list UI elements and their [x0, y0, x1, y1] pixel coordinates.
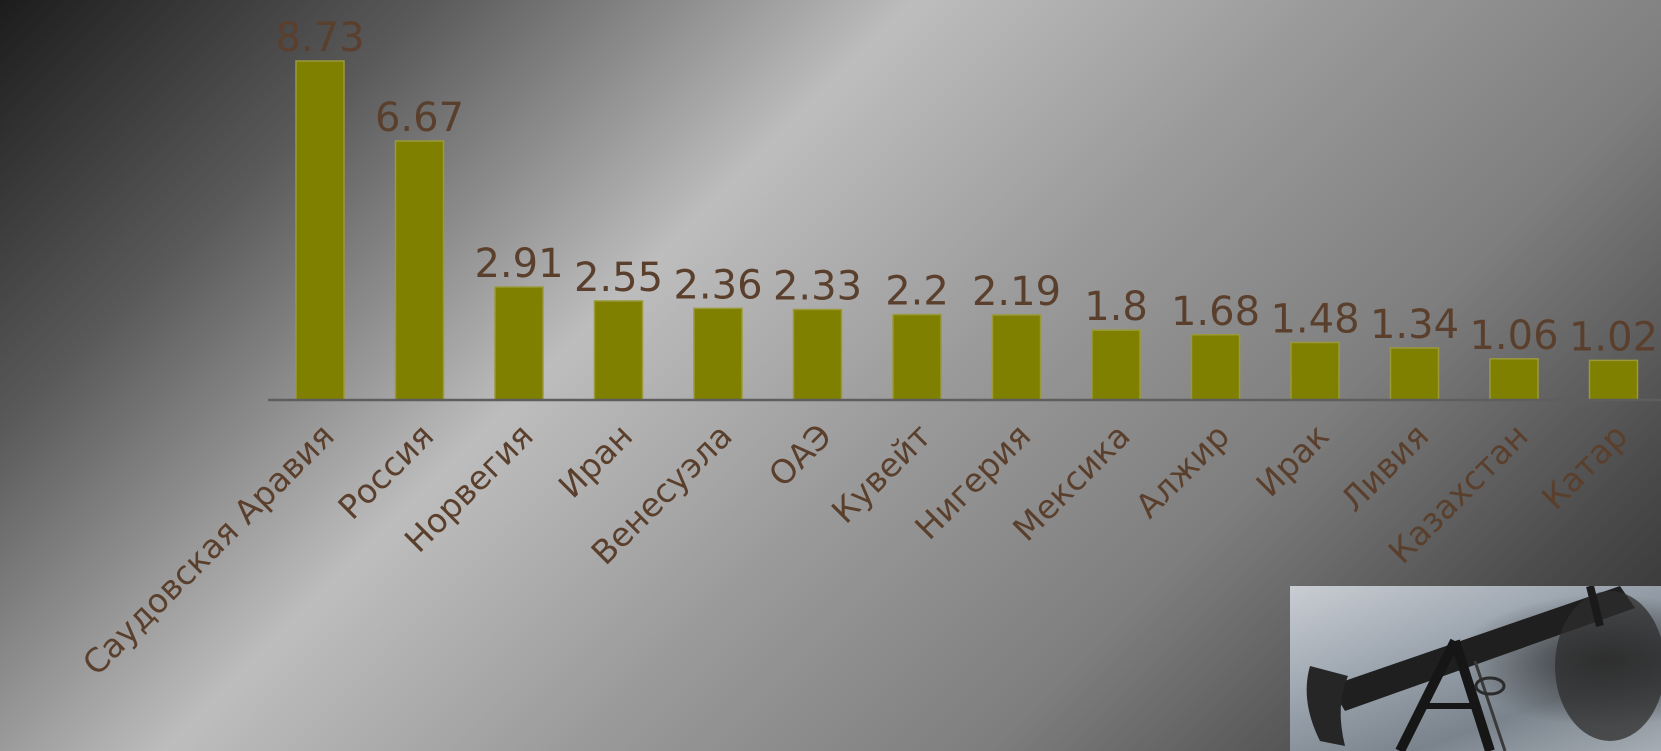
bar — [1588, 359, 1639, 401]
data-label: 2.19 — [972, 269, 1061, 315]
category-label: Алжир — [1128, 416, 1237, 525]
data-label: 2.91 — [474, 241, 563, 287]
bar — [593, 300, 644, 401]
data-label: 2.55 — [574, 255, 663, 301]
bar — [991, 314, 1042, 401]
bar — [1290, 341, 1340, 401]
data-label: 2.2 — [885, 269, 949, 315]
category-label: Ирак — [1248, 416, 1336, 504]
data-label: 1.8 — [1084, 284, 1148, 330]
bar — [1190, 334, 1241, 401]
value-labels-layer: 8.736.672.91 2.55 2.36 2.33 2.2 2.19 1.8 1.68 1.… — [275, 15, 1658, 360]
bar — [1389, 347, 1440, 401]
category-label: Саудовская Аравия — [75, 416, 342, 683]
bar — [693, 307, 743, 401]
data-label: 8.73 — [275, 15, 364, 61]
data-label: 1.48 — [1270, 297, 1359, 343]
category-label: ОАЭ — [761, 416, 839, 494]
bar — [792, 308, 843, 401]
bar — [1489, 358, 1539, 401]
data-label: 6.67 — [375, 95, 464, 141]
bar — [892, 313, 942, 401]
data-label: 1.02 — [1569, 314, 1658, 360]
category-label: Катар — [1534, 416, 1635, 517]
data-label: 2.36 — [673, 262, 762, 308]
bar — [295, 60, 345, 401]
bars-layer — [295, 60, 1639, 401]
data-label: 1.34 — [1370, 302, 1459, 348]
oil-pump-jack-photo — [1290, 586, 1661, 751]
data-label: 2.33 — [773, 264, 862, 310]
category-label: Иран — [551, 416, 640, 505]
bar — [494, 286, 544, 401]
data-label: 1.06 — [1469, 313, 1558, 359]
bar — [1091, 329, 1141, 401]
data-label: 1.68 — [1171, 289, 1260, 335]
bar — [394, 140, 445, 401]
